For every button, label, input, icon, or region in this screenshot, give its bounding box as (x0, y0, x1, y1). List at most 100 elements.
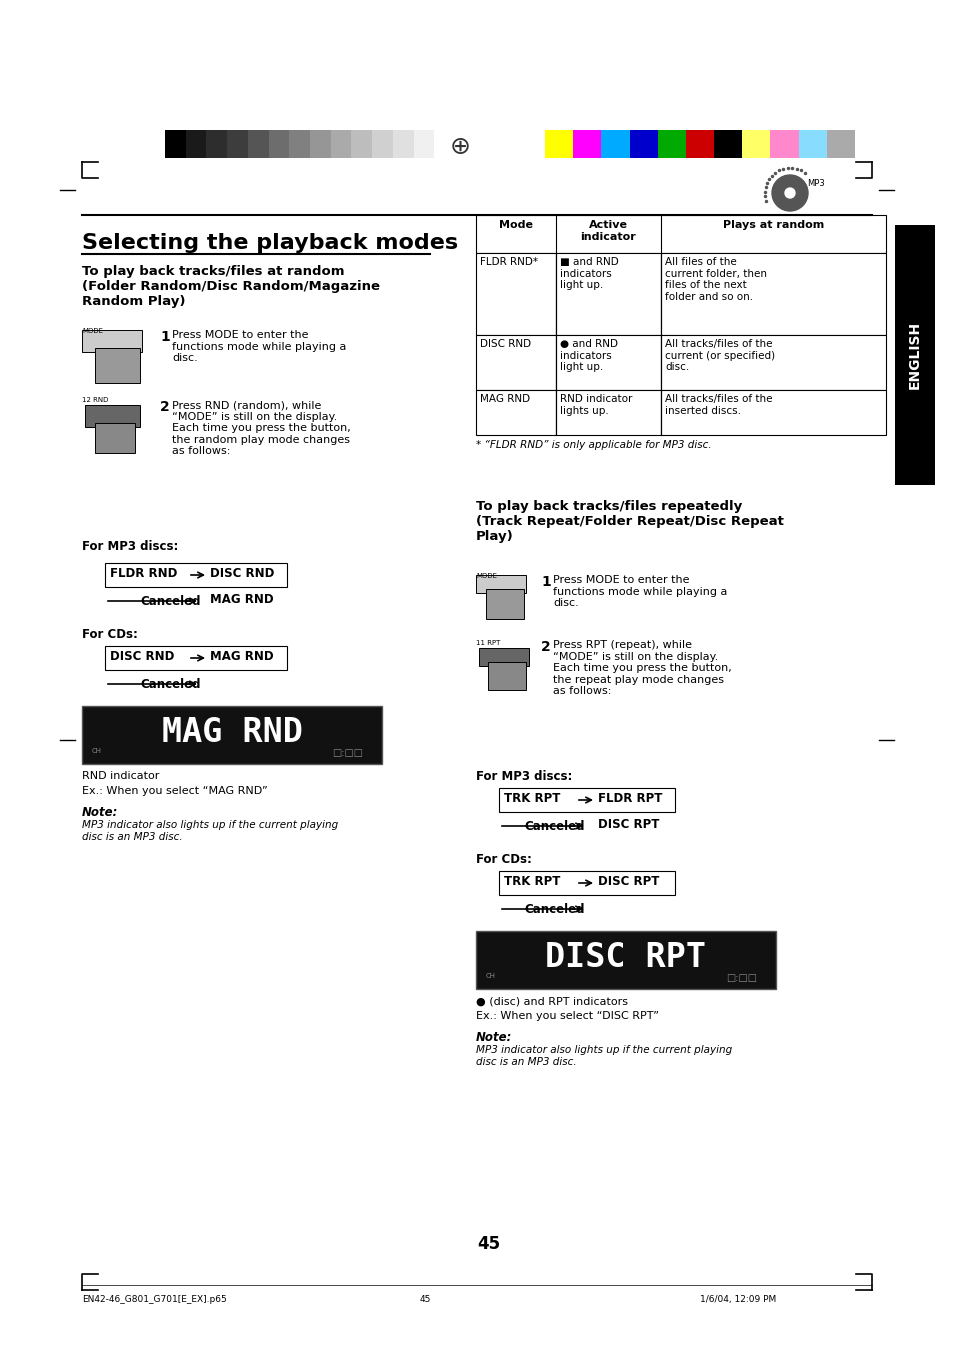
Text: Ex.: When you select “MAG RND”: Ex.: When you select “MAG RND” (82, 786, 268, 796)
Text: Active
indicator: Active indicator (580, 220, 636, 242)
Bar (165, 130, 186, 158)
Bar (227, 130, 248, 158)
Text: MP3 indicator also lights up if the current playing
disc is an MP3 disc.: MP3 indicator also lights up if the curr… (476, 1046, 732, 1066)
Bar (798, 130, 826, 158)
Text: Press MODE to enter the
functions mode while playing a
disc.: Press MODE to enter the functions mode w… (553, 576, 726, 608)
Text: 1: 1 (160, 330, 170, 345)
Bar (660, 390, 885, 435)
Text: Mode: Mode (498, 220, 533, 230)
Text: All tracks/files of the
current (or specified)
disc.: All tracks/files of the current (or spec… (664, 339, 774, 372)
Text: Note:: Note: (476, 1031, 512, 1044)
Bar (826, 130, 854, 158)
Bar (85, 405, 140, 427)
Text: ■ and RND
indicators
light up.: ■ and RND indicators light up. (559, 257, 618, 290)
Bar (714, 130, 741, 158)
Bar (660, 253, 885, 335)
Bar (660, 335, 885, 390)
Text: All tracks/files of the
inserted discs.: All tracks/files of the inserted discs. (664, 394, 772, 416)
Bar (741, 130, 770, 158)
Bar (498, 788, 675, 812)
Text: Plays at random: Plays at random (722, 220, 823, 230)
Text: Note:: Note: (82, 807, 118, 819)
Bar (372, 130, 393, 158)
Text: TRK RPT: TRK RPT (503, 792, 559, 805)
Bar (556, 253, 660, 335)
Text: DISC RPT: DISC RPT (545, 942, 706, 974)
Text: DISC RND: DISC RND (479, 339, 531, 349)
Bar (476, 390, 556, 435)
Bar (105, 563, 287, 586)
Text: 45: 45 (419, 1296, 431, 1304)
Bar (269, 130, 289, 158)
Bar (685, 130, 714, 158)
Bar (498, 871, 675, 894)
Bar (476, 931, 775, 989)
Text: Canceled: Canceled (140, 678, 200, 690)
Text: Ex.: When you select “DISC RPT”: Ex.: When you select “DISC RPT” (476, 1011, 659, 1021)
Text: 45: 45 (476, 1235, 499, 1252)
Text: MAG RND: MAG RND (161, 716, 302, 748)
Bar (393, 130, 414, 158)
Text: Press RND (random), while
“MODE” is still on the display.
Each time you press th: Press RND (random), while “MODE” is stil… (172, 400, 351, 457)
Text: CH: CH (91, 748, 102, 754)
Text: □:□□: □:□□ (332, 748, 363, 758)
Bar (556, 390, 660, 435)
Bar (476, 215, 885, 253)
Bar (248, 130, 269, 158)
Bar (478, 648, 529, 666)
Text: □:□□: □:□□ (725, 973, 757, 984)
Bar (206, 130, 227, 158)
Bar (105, 646, 287, 670)
Text: DISC RND: DISC RND (110, 650, 174, 663)
Text: * “FLDR RND” is only applicable for MP3 disc.: * “FLDR RND” is only applicable for MP3 … (476, 440, 711, 450)
Text: DISC RPT: DISC RPT (598, 817, 659, 831)
Bar (476, 335, 556, 390)
Text: Canceled: Canceled (523, 902, 584, 916)
Text: For CDs:: For CDs: (82, 628, 138, 640)
Text: 2: 2 (160, 400, 170, 413)
Bar (310, 130, 331, 158)
Bar (434, 130, 455, 158)
Bar (556, 335, 660, 390)
Text: FLDR RND*: FLDR RND* (479, 257, 537, 267)
Text: ● (disc) and RPT indicators: ● (disc) and RPT indicators (476, 996, 627, 1006)
Bar (894, 226, 934, 485)
Bar (544, 130, 573, 158)
Bar (289, 130, 310, 158)
Bar (351, 130, 372, 158)
Text: To play back tracks/files at random
(Folder Random/Disc Random/Magazine
Random P: To play back tracks/files at random (Fol… (82, 265, 379, 308)
Text: 1/6/04, 12:09 PM: 1/6/04, 12:09 PM (700, 1296, 776, 1304)
Bar (331, 130, 351, 158)
Text: MP3: MP3 (806, 178, 824, 188)
Text: EN42-46_G801_G701[E_EX].p65: EN42-46_G801_G701[E_EX].p65 (82, 1296, 227, 1304)
Text: CH: CH (485, 973, 496, 979)
Bar (488, 662, 525, 690)
Text: FLDR RND: FLDR RND (110, 567, 177, 580)
Bar (476, 576, 525, 593)
Text: Canceled: Canceled (140, 594, 200, 608)
Text: DISC RND: DISC RND (210, 567, 274, 580)
Text: MODE: MODE (476, 573, 497, 580)
Bar (629, 130, 657, 158)
Bar (657, 130, 685, 158)
Bar (95, 349, 140, 382)
Text: DISC RPT: DISC RPT (598, 875, 659, 888)
Bar (414, 130, 434, 158)
Bar (770, 130, 798, 158)
Text: To play back tracks/files repeatedly
(Track Repeat/Folder Repeat/Disc Repeat
Pla: To play back tracks/files repeatedly (Tr… (476, 500, 783, 543)
Text: FLDR RPT: FLDR RPT (598, 792, 661, 805)
Circle shape (784, 188, 794, 199)
Bar (485, 589, 523, 619)
Text: ⊕: ⊕ (449, 135, 470, 159)
Text: 1: 1 (540, 576, 550, 589)
Bar (82, 330, 142, 353)
Bar (476, 253, 556, 335)
Text: MAG RND: MAG RND (210, 593, 274, 607)
Text: For MP3 discs:: For MP3 discs: (82, 540, 178, 553)
Circle shape (771, 176, 807, 211)
Text: All files of the
current folder, then
files of the next
folder and so on.: All files of the current folder, then fi… (664, 257, 766, 301)
Bar (573, 130, 600, 158)
Bar (600, 130, 629, 158)
Text: MODE: MODE (82, 328, 103, 334)
Bar (186, 130, 206, 158)
